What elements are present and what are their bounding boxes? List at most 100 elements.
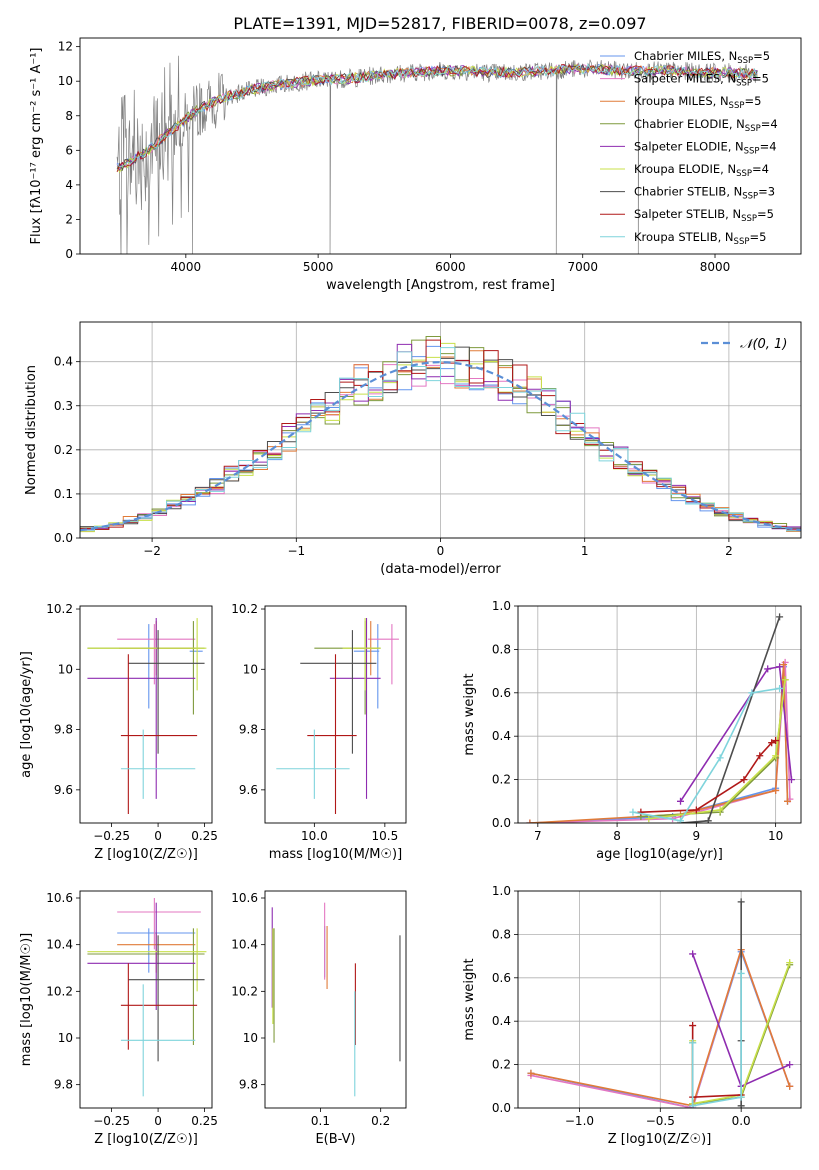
legend-subscript: SSP bbox=[742, 192, 758, 202]
errorbar-1 bbox=[367, 624, 399, 685]
weight-series-4 bbox=[677, 663, 795, 805]
y-tick-label: 0 bbox=[65, 247, 73, 261]
x-axis-label: wavelength [Angstrom, rest frame] bbox=[326, 278, 555, 293]
x-axis-label: mass [log10(M/M☉)] bbox=[269, 847, 402, 862]
legend-label-4: Salpeter ELODIE, NSSP=4 bbox=[634, 139, 777, 156]
x-axis-label: E(B-V) bbox=[315, 1132, 355, 1147]
y-tick-label: 6 bbox=[65, 143, 73, 157]
weight-marker bbox=[689, 1022, 697, 1030]
panel-residuals: −2 −1 0 1 2 0.0 0.1 0.2 0.3 0.4 (data-model)/error… bbox=[24, 321, 802, 577]
y-tick-label: 9.8 bbox=[239, 723, 258, 737]
plot-area bbox=[271, 902, 401, 1097]
weight-marker bbox=[629, 808, 637, 816]
legend-subscript: SSP bbox=[734, 237, 750, 247]
x-tick-label: 10.0 bbox=[301, 829, 328, 843]
y-tick-label: 10.2 bbox=[231, 984, 258, 998]
y-tick-label: 9.8 bbox=[54, 1078, 73, 1092]
axes-frame: 0.1 0.2 9.8 10 10.2 10.4 10.6 E(B-V) bbox=[231, 890, 407, 1147]
y-axis-label: mass weight bbox=[462, 673, 477, 755]
weight-marker bbox=[689, 1102, 697, 1108]
y-tick-label: 8 bbox=[65, 109, 73, 123]
y-tick-label: 0.0 bbox=[492, 816, 511, 830]
weight-marker bbox=[772, 737, 780, 745]
axes-frame: −1.0 −0.5 0.0 0.0 0.2 0.4 0.6 0.8 1.0 Z [log10(Z/… bbox=[462, 884, 802, 1147]
x-tick-label: 0.25 bbox=[191, 829, 218, 843]
x-tick-label: −1 bbox=[287, 544, 305, 558]
y-tick-label: 1.0 bbox=[492, 884, 511, 898]
y-tick-label: 0.8 bbox=[492, 642, 511, 656]
y-axis-label: Normed distribution bbox=[24, 365, 39, 495]
legend-value: =3 bbox=[758, 185, 775, 199]
y-tick-label: 0.4 bbox=[54, 355, 73, 369]
weight-marker bbox=[776, 684, 784, 692]
axes-frame: 7 8 9 10 0.0 0.2 0.4 0.6 0.8 1.0 age [log10(age/yr… bbox=[462, 599, 802, 862]
x-tick-label: −2 bbox=[143, 544, 161, 558]
weight-marker bbox=[677, 797, 685, 805]
y-tick-label: 10.4 bbox=[231, 938, 258, 952]
weight-marker bbox=[740, 776, 748, 784]
x-tick-label: 0.0 bbox=[732, 1114, 751, 1128]
x-axis-label: Z [log10(Z/Z☉)] bbox=[94, 1132, 198, 1147]
weight-series-8 bbox=[629, 684, 784, 823]
legend-value: =4 bbox=[760, 139, 777, 153]
legend-value: =5 bbox=[744, 94, 761, 108]
errorbar-8 bbox=[276, 729, 350, 799]
y-tick-label: 9.6 bbox=[239, 783, 258, 797]
weight-marker bbox=[756, 752, 764, 760]
weight-marker bbox=[776, 613, 784, 621]
y-tick-label: 10 bbox=[58, 662, 73, 676]
errorbar-8 bbox=[120, 729, 196, 799]
x-tick-label: 6000 bbox=[435, 260, 466, 274]
axes-border bbox=[79, 605, 213, 824]
x-tick-label: 8 bbox=[613, 829, 621, 843]
weight-marker bbox=[780, 661, 788, 669]
legend-label-6: Chabrier STELIB, NSSP=3 bbox=[634, 185, 775, 202]
x-axis-label: Z [log10(Z/Z☉)] bbox=[94, 847, 198, 862]
y-tick-label: 10.6 bbox=[231, 891, 258, 905]
x-tick-label: 0.2 bbox=[371, 1114, 390, 1128]
y-tick-label: 0.0 bbox=[492, 1101, 511, 1115]
x-tick-label: 7 bbox=[534, 829, 542, 843]
y-tick-label: 12 bbox=[58, 40, 73, 54]
figure-title: PLATE=1391, MJD=52817, FIBERID=0078, z=0… bbox=[233, 14, 646, 33]
y-tick-label: 10 bbox=[58, 1031, 73, 1045]
y-tick-label: 0.2 bbox=[492, 773, 511, 787]
legend-subscript: SSP bbox=[744, 146, 760, 156]
x-axis-label: age [log10(age/yr)] bbox=[596, 847, 723, 862]
y-tick-label: 1.0 bbox=[492, 599, 511, 613]
x-tick-label: −1.0 bbox=[565, 1114, 594, 1128]
weight-line-4 bbox=[679, 665, 793, 802]
axes-border bbox=[517, 890, 802, 1109]
y-tick-label: 0.4 bbox=[492, 1014, 511, 1028]
y-tick-label: 0.1 bbox=[54, 487, 73, 501]
weight-marker bbox=[527, 1069, 535, 1077]
legend-subscript: SSP bbox=[741, 214, 757, 224]
legend-label-1: Salpeter MILES, NSSP=5 bbox=[634, 72, 769, 89]
axes-border bbox=[79, 37, 802, 255]
spectrum-legend: Chabrier MILES, NSSP=5 Salpeter MILES, NS… bbox=[600, 49, 778, 247]
legend-value: =4 bbox=[752, 162, 769, 176]
weight-marker bbox=[704, 817, 712, 823]
y-tick-label: 10 bbox=[243, 662, 258, 676]
weight-series-8 bbox=[689, 969, 745, 1108]
errorbar-8 bbox=[120, 984, 196, 1097]
y-tick-label: 10.2 bbox=[231, 602, 258, 616]
weight-marker bbox=[776, 663, 784, 671]
y-tick-label: 0.3 bbox=[54, 399, 73, 413]
x-tick-label: 2 bbox=[725, 544, 733, 558]
axes-border bbox=[264, 890, 407, 1109]
axes-frame: 4000 5000 6000 7000 8000 0 2 4 6 8 10 12 wavelength … bbox=[29, 37, 802, 293]
y-tick-label: 10.4 bbox=[46, 938, 73, 952]
y-tick-label: 4 bbox=[65, 178, 73, 192]
y-tick-label: 10 bbox=[243, 1031, 258, 1045]
weight-series-6 bbox=[677, 613, 784, 823]
y-tick-label: 10.6 bbox=[46, 891, 73, 905]
weight-marker bbox=[689, 1039, 697, 1047]
legend-label-8: Kroupa STELIB, NSSP=5 bbox=[634, 230, 766, 247]
axes-frame: −0.25 0 0.25 9.8 10 10.2 10.4 10.6 Z [log10(Z/Z☉… bbox=[19, 890, 218, 1147]
plot-area bbox=[80, 335, 801, 538]
y-tick-label: 0.6 bbox=[492, 686, 511, 700]
weight-marker bbox=[737, 969, 745, 977]
x-tick-label: 0.1 bbox=[311, 1114, 330, 1128]
y-tick-label: 0.0 bbox=[54, 531, 73, 545]
